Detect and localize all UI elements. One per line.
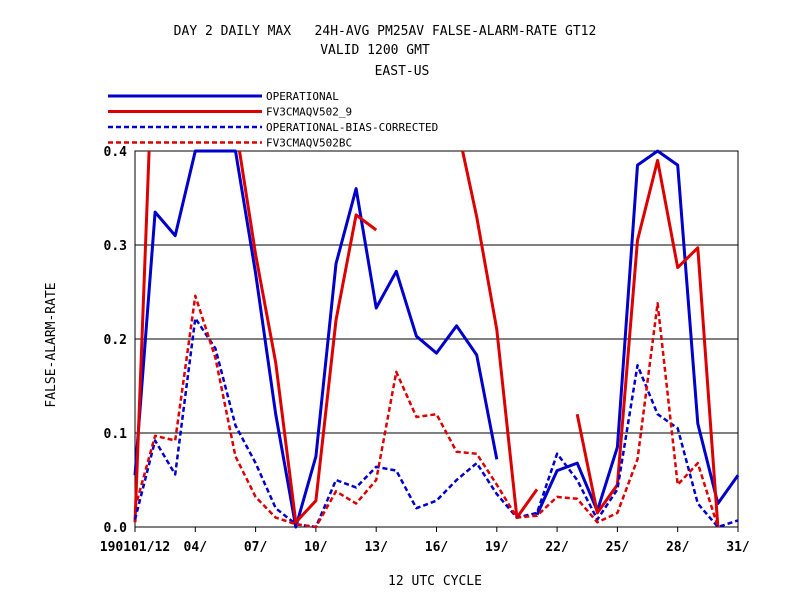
x-axis-label: 12 UTC CYCLE: [388, 574, 482, 589]
legend: OPERATIONAL FV3CMAQV502_9 OPERATIONAL-BIAS…: [108, 90, 438, 150]
chart-title-line1: DAY 2 DAILY MAX 24H-AVG PM25AV FALSE-ALA…: [174, 24, 597, 39]
legend-label: FV3CMAQV502BC: [266, 137, 352, 150]
chart-title-line2: VALID 1200 GMT: [320, 43, 430, 58]
series-fv3cmaqv502bc: [133, 294, 720, 529]
y-tick-label: 0.0: [104, 521, 128, 536]
x-tick-label: 22/: [545, 540, 569, 555]
x-tick-label: 07/: [244, 540, 268, 555]
series-operational: [133, 149, 740, 529]
series-line: [133, 149, 499, 529]
legend-label: FV3CMAQV502_9: [266, 106, 352, 119]
x-tick-label: 10/: [304, 540, 328, 555]
x-tick-label: 31/: [726, 540, 750, 555]
series-line: [133, 294, 720, 529]
series-line: [133, 317, 739, 529]
legend-label: OPERATIONAL-BIAS-CORRECTED: [266, 121, 438, 134]
x-tick-label: 19/: [485, 540, 509, 555]
x-axis: 190101/12 04/07/10/13/16/19/22/25/28/31/: [100, 527, 750, 555]
series-line: [133, 150, 151, 523]
y-tick-label: 0.3: [104, 239, 127, 254]
y-tick-label: 0.4: [104, 145, 128, 160]
series-fv3cmaqv502-9: [133, 150, 720, 528]
x-tick-label: 13/: [364, 540, 388, 555]
series-line: [238, 150, 378, 524]
x-tick-label: 25/: [606, 540, 630, 555]
series-line: [461, 150, 539, 520]
series-line: [575, 158, 720, 528]
series-line: [535, 149, 740, 516]
y-tick-label: 0.1: [104, 427, 128, 442]
y-tick-label: 0.2: [104, 333, 127, 348]
series-layer: [133, 149, 740, 529]
x-tick-label: 28/: [666, 540, 690, 555]
x-tick-label: 04/: [184, 540, 208, 555]
legend-label: OPERATIONAL: [266, 90, 339, 103]
chart-title-line3: EAST-US: [375, 64, 430, 79]
x-tick-label: 16/: [425, 540, 449, 555]
x-tick-label: 190101/12: [100, 540, 170, 555]
series-operational-bias-corrected: [133, 317, 739, 529]
y-axis-label: FALSE-ALARM-RATE: [44, 282, 59, 407]
y-axis: 0.0 0.1 0.2 0.3 0.4: [104, 145, 128, 536]
